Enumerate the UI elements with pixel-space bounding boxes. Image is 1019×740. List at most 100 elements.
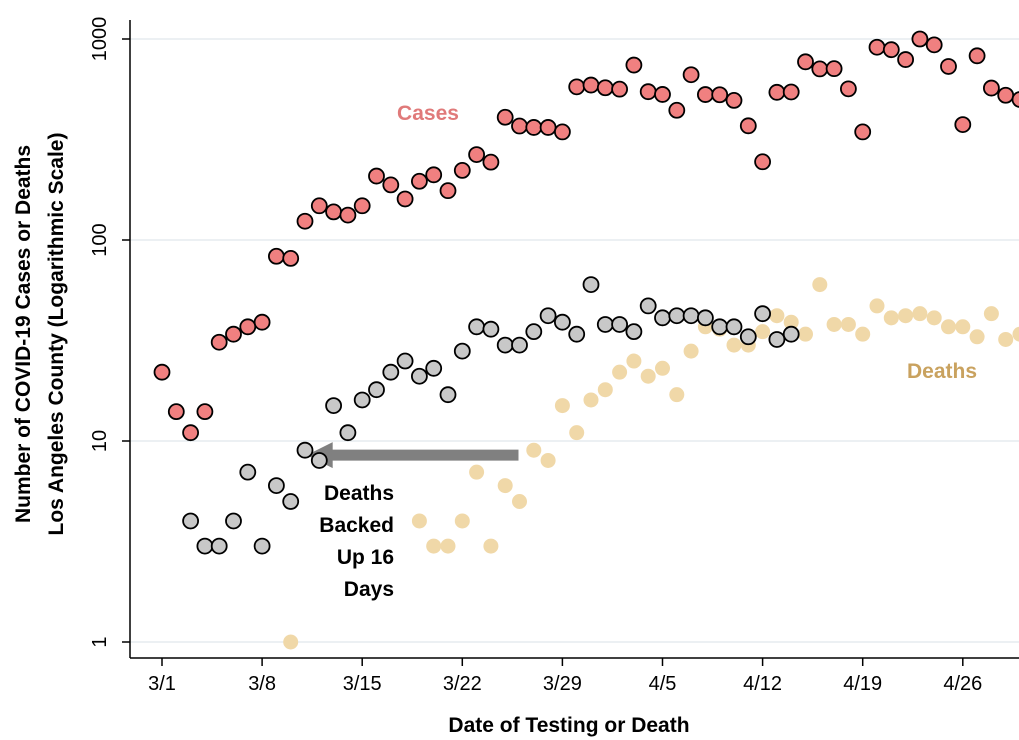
annotation-text: Deaths Backed Up 16 Days (319, 482, 394, 601)
data-point (368, 167, 385, 185)
data-point (711, 318, 729, 336)
gridlines (130, 38, 1019, 643)
data-point (697, 86, 714, 103)
data-point (769, 308, 785, 324)
x-tick-label: 3/1 (148, 673, 176, 695)
data-point (267, 477, 285, 494)
data-point (225, 325, 242, 343)
x-tick-label: 3/22 (443, 673, 482, 695)
data-point (582, 76, 600, 94)
y-axis-title-line-2: Los Angeles County (Logarithmic Scale) (45, 133, 68, 536)
y-axis-title-line-1: Number of COVID-19 Cases or Deaths (12, 145, 35, 523)
data-point (940, 58, 957, 75)
data-point (668, 101, 686, 119)
data-point (625, 56, 643, 74)
data-point (296, 212, 314, 230)
data-point (453, 161, 471, 179)
data-point (182, 512, 200, 530)
data-point (525, 323, 543, 341)
data-point (469, 464, 485, 480)
data-point (898, 308, 914, 324)
data-point (339, 424, 357, 442)
data-point (310, 197, 328, 215)
data-point (998, 331, 1014, 347)
data-point (868, 38, 886, 56)
y-tick-label: 100 (89, 223, 111, 256)
data-point (368, 381, 385, 399)
data-point (855, 326, 871, 342)
data-point (626, 353, 642, 369)
x-tick-label: 3/15 (343, 673, 382, 695)
data-point (640, 368, 656, 384)
x-ticks: 3/1 3/8 3/15 3/22 3/29 4/5 4/12 4/19 4/26 (148, 658, 982, 695)
data-point (512, 494, 527, 510)
data-point (283, 634, 299, 650)
data-point (912, 306, 928, 322)
data-point (554, 123, 571, 141)
data-point (654, 86, 671, 103)
data-point (739, 117, 757, 135)
data-point (611, 80, 628, 98)
data-point (983, 79, 1000, 97)
data-point (925, 36, 943, 54)
data-point (468, 318, 486, 336)
data-point (410, 367, 428, 385)
x-tick-label: 4/12 (743, 673, 782, 695)
data-point (382, 176, 400, 194)
annotation-line-3: Up 16 (337, 546, 394, 569)
data-point (554, 398, 570, 414)
data-point (683, 343, 699, 359)
data-point (697, 309, 714, 327)
x-tick-label: 4/5 (649, 673, 677, 695)
data-point (353, 197, 371, 215)
annotation-arrow (306, 442, 519, 469)
data-point (755, 324, 771, 340)
data-point (997, 86, 1015, 104)
data-point (754, 153, 771, 171)
data-point (840, 80, 857, 98)
data-point (396, 352, 414, 370)
annotation-line-1: Deaths (324, 482, 394, 505)
data-point (655, 360, 670, 376)
data-point (453, 342, 471, 360)
data-point (511, 336, 528, 354)
data-point (869, 298, 885, 314)
data-point (426, 538, 442, 554)
data-point (840, 316, 856, 332)
data-point (439, 386, 457, 404)
data-point (739, 328, 757, 346)
data-point (253, 313, 271, 331)
data-point (196, 537, 214, 555)
data-point (568, 325, 586, 343)
data-point (539, 119, 557, 136)
data-point (525, 119, 543, 136)
data-point (196, 403, 214, 421)
data-point (568, 78, 586, 96)
x-tick-label: 3/29 (543, 673, 582, 695)
data-point (669, 387, 685, 403)
data-point (854, 123, 872, 141)
data-point (282, 493, 300, 510)
data-point (812, 277, 828, 293)
data-point (382, 363, 400, 381)
data-point (496, 108, 514, 126)
data-point (583, 392, 599, 408)
data-point (968, 47, 986, 65)
data-point (267, 247, 285, 265)
data-point (511, 117, 528, 135)
data-point (526, 442, 542, 458)
data-point (911, 30, 929, 48)
data-point (539, 307, 557, 325)
data-point (954, 116, 972, 134)
data-point (897, 51, 914, 68)
data-point (768, 83, 786, 101)
data-point (282, 249, 300, 267)
data-point (296, 441, 314, 459)
data-point (825, 60, 843, 78)
data-point (711, 86, 729, 104)
data-point (682, 66, 700, 84)
data-point (410, 172, 428, 190)
data-point (396, 190, 414, 208)
data-point (253, 537, 271, 555)
